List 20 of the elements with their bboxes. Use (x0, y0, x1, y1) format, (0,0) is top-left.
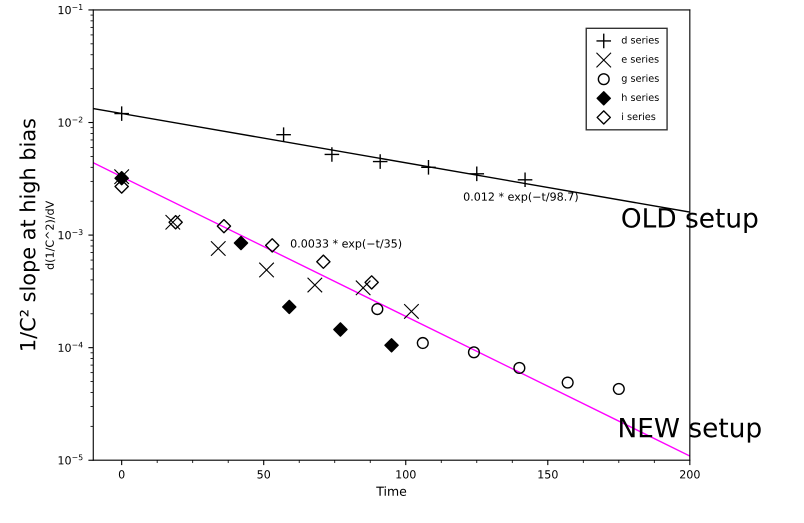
legend-label: h series (622, 93, 659, 102)
y-tick-label: 10$^{−3}$ (58, 229, 83, 240)
x-tick-label: 0 (118, 470, 124, 479)
y-tick-label: 10$^{−5}$ (58, 454, 82, 465)
x-tick-label: 200 (680, 470, 700, 479)
y-tick-label: 10$^{−2}$ (58, 116, 82, 127)
x-tick-label: 150 (538, 470, 558, 479)
x-tick-label: 100 (396, 470, 416, 479)
series-label: 0.012 * exp(−t/98.7) (464, 192, 578, 203)
x-axis-title: Time (376, 486, 406, 496)
y-tick-label: 10$^{−1}$ (58, 4, 82, 14)
legend-label: g series (622, 74, 659, 84)
x-tick-label: 50 (258, 470, 270, 479)
legend-label: d series (622, 36, 659, 44)
y-tick-label: 10$^{−4}$ (58, 342, 83, 352)
text: d(1/C^2)/dV (45, 200, 56, 270)
legend-label: e series (622, 55, 659, 63)
legend-label: i series (622, 112, 656, 120)
y-axis-title: 1/C² slope at high bias (19, 119, 40, 350)
series-label: 0.0033 * exp(−t/35) (290, 239, 402, 250)
